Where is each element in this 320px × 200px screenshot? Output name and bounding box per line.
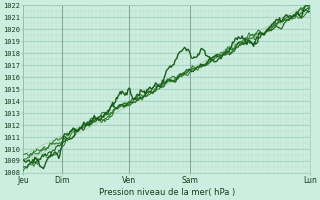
X-axis label: Pression niveau de la mer( hPa ): Pression niveau de la mer( hPa ) xyxy=(99,188,235,197)
